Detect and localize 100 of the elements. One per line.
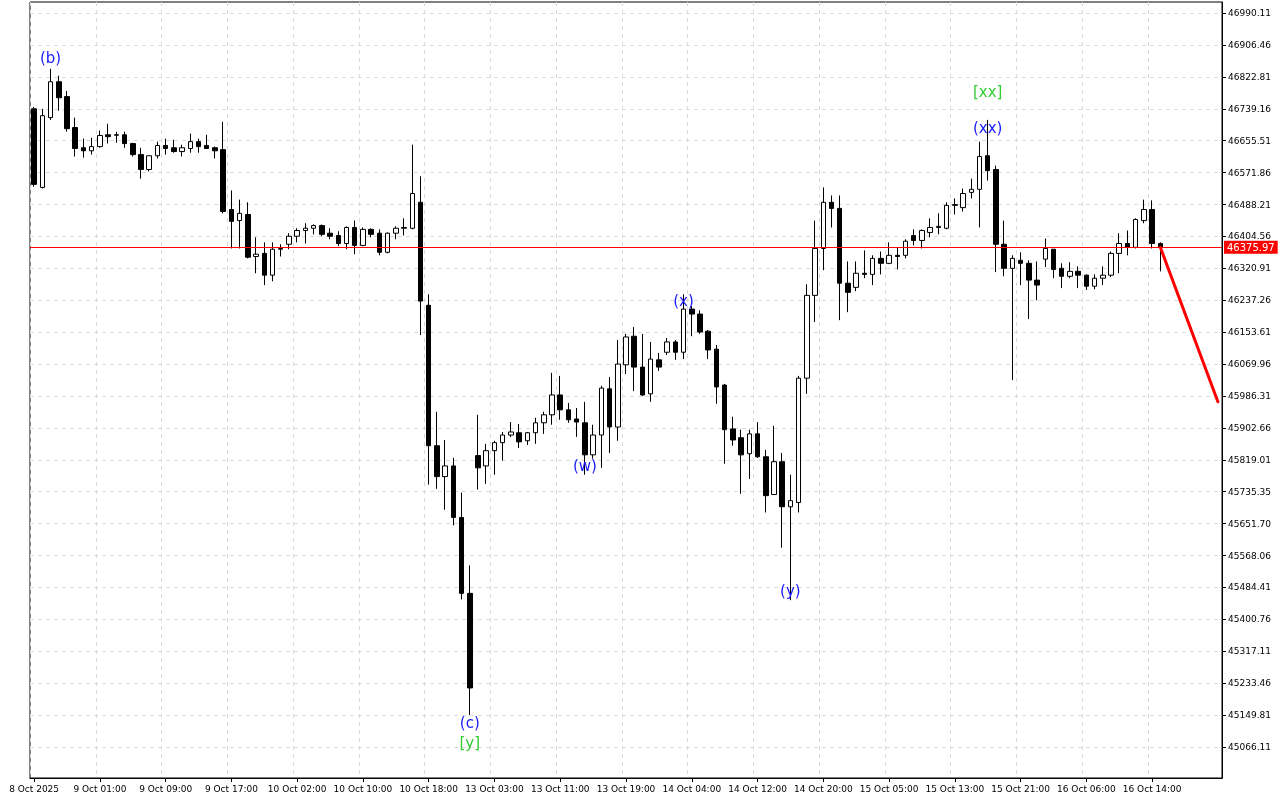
candlestick <box>862 249 867 279</box>
candlestick <box>599 385 604 469</box>
candlestick <box>763 449 769 513</box>
candlestick <box>993 165 999 273</box>
candlestick <box>664 337 670 356</box>
candlestick <box>97 130 103 149</box>
candlestick <box>549 372 555 426</box>
y-tick-label: 45986.31 <box>1228 390 1271 401</box>
candlestick <box>722 383 727 465</box>
x-tick-label: 9 Oct 17:00 <box>204 783 259 794</box>
y-tick-label: 46153.61 <box>1228 327 1271 338</box>
candlestick <box>179 144 185 158</box>
y-tick-label: 46237.26 <box>1228 295 1272 306</box>
candlestick <box>393 225 399 240</box>
candlestick <box>1149 199 1155 249</box>
y-tick-label: 45902.66 <box>1228 422 1272 433</box>
candlestick <box>270 241 275 282</box>
candlestick <box>410 144 415 230</box>
candlestick <box>459 492 464 600</box>
candlestick <box>1092 273 1097 290</box>
y-tick-label: 46404.56 <box>1228 231 1272 242</box>
candlestick <box>500 431 505 462</box>
candlestick <box>516 423 522 449</box>
y-tick-label: 45568.06 <box>1228 550 1272 561</box>
candlestick <box>738 429 744 495</box>
candlestick <box>1051 248 1056 279</box>
candlestick <box>796 375 801 513</box>
candlestick <box>919 228 925 249</box>
candlestick <box>1084 273 1089 291</box>
candlestick <box>853 260 859 292</box>
candlestick <box>229 189 234 249</box>
y-tick-label: 45149.81 <box>1228 710 1271 721</box>
candlestick <box>368 227 374 238</box>
candlestick <box>1001 220 1007 277</box>
candlestick <box>508 421 514 438</box>
candlestick <box>615 339 621 442</box>
candlestick <box>122 131 127 149</box>
candlestick <box>533 417 538 445</box>
x-tick-label: 14 Oct 04:00 <box>662 783 722 794</box>
candlestick <box>303 222 308 244</box>
candlestick <box>1067 261 1073 279</box>
y-tick-label: 46990.11 <box>1228 8 1271 19</box>
candlestick <box>607 376 612 454</box>
candlestick <box>845 260 851 313</box>
annotation: [y] <box>459 734 481 752</box>
candlestick <box>401 217 407 236</box>
candlestick <box>155 141 160 159</box>
candlestick <box>1043 238 1048 268</box>
candlestick <box>130 142 136 158</box>
x-tick-label: 14 Oct 12:00 <box>728 783 788 794</box>
candlestick <box>944 201 949 230</box>
candlestick <box>483 443 489 485</box>
candlestick <box>1059 262 1064 289</box>
candlestick <box>821 186 826 271</box>
candlestick <box>253 236 259 274</box>
candlestick <box>385 231 390 254</box>
candlestick <box>771 425 777 496</box>
candlestick <box>336 230 341 247</box>
x-tick-label: 10 Oct 10:00 <box>333 783 393 794</box>
x-tick-label: 13 Oct 19:00 <box>596 783 656 794</box>
candlestick <box>960 188 966 212</box>
candlestick <box>196 138 201 154</box>
candlestick <box>114 131 119 144</box>
x-tick-label: 16 Oct 14:00 <box>1122 783 1182 794</box>
annotation: [xx] <box>972 83 1003 101</box>
candlestick <box>64 90 70 133</box>
candlestick <box>360 226 366 247</box>
y-tick-label: 45317.11 <box>1228 646 1271 657</box>
x-tick-label: 9 Oct 01:00 <box>73 783 127 794</box>
candlestick <box>237 199 242 249</box>
y-tick-label: 45066.11 <box>1228 742 1271 753</box>
candlestick <box>969 178 974 199</box>
candlestick <box>812 220 818 323</box>
candlestick <box>262 241 267 286</box>
candlestick <box>886 241 892 265</box>
ref-line-label: 46375.97 <box>1227 241 1275 253</box>
candlestick <box>434 411 440 490</box>
candlestick <box>705 329 711 360</box>
candlestick <box>903 238 908 259</box>
candlestick <box>1100 265 1106 286</box>
candlestick <box>1034 260 1040 301</box>
candlestick <box>212 146 218 159</box>
y-tick-label: 45735.35 <box>1228 486 1271 497</box>
candlestick <box>952 197 958 215</box>
candlestick <box>40 108 45 190</box>
candlestick <box>352 220 357 255</box>
candlestick <box>220 121 226 214</box>
y-tick-label: 46069.96 <box>1228 359 1272 370</box>
candlestick <box>656 352 662 372</box>
candlestick <box>467 565 473 716</box>
candlestick <box>451 457 456 526</box>
candlestick <box>623 333 629 375</box>
y-tick-label: 46906.46 <box>1228 39 1272 50</box>
candlestick <box>311 223 316 235</box>
y-tick-label: 46488.21 <box>1228 199 1271 210</box>
candlestick <box>146 155 152 172</box>
candlestick <box>418 175 423 336</box>
y-tick-label: 46822.81 <box>1228 71 1271 82</box>
y-tick-label: 46571.86 <box>1228 167 1272 178</box>
candlestick <box>377 228 382 256</box>
